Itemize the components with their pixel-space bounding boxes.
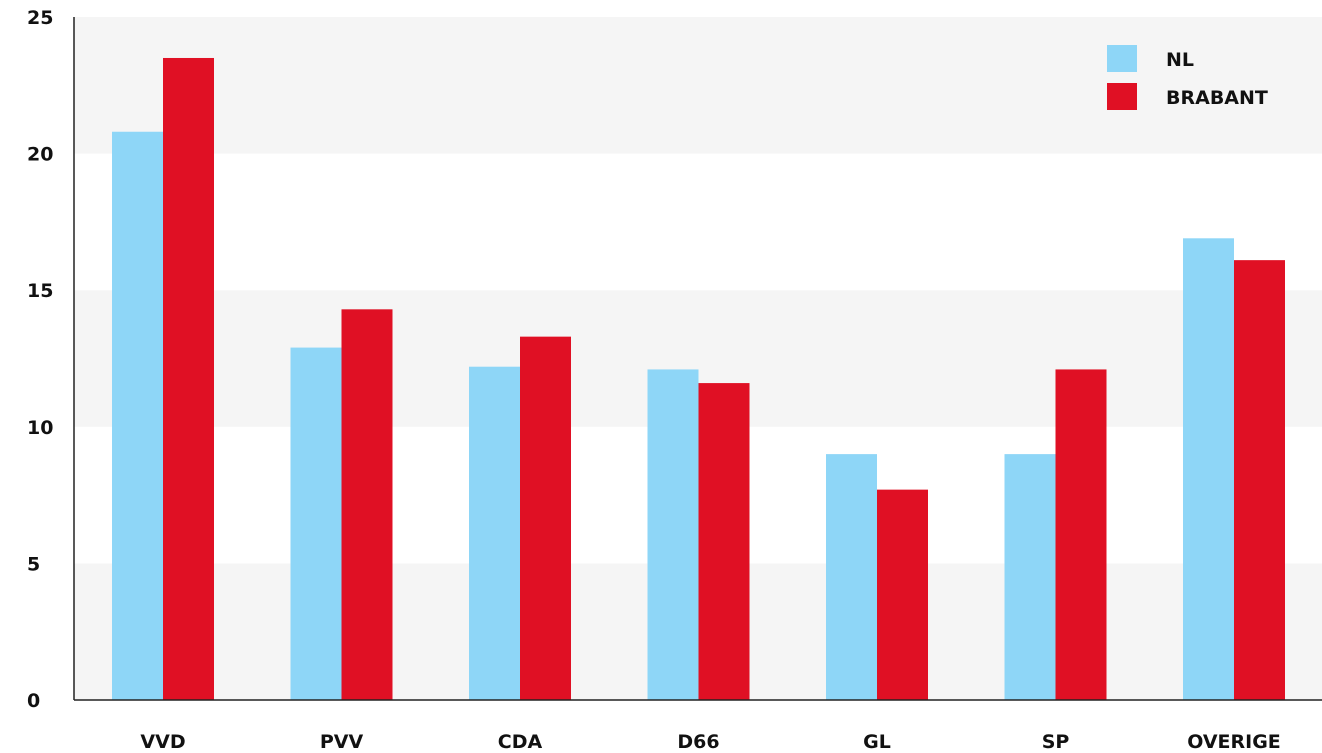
legend-swatch-brabant [1107,83,1137,110]
bars [112,57,1285,701]
bar-nl-pvv [290,347,342,700]
bar-nl-d66 [647,369,699,700]
y-tick-label: 20 [27,144,53,166]
y-tick-label: 10 [27,417,53,439]
bar-brabant-sp [1055,369,1107,700]
x-tick-label: D66 [677,731,719,753]
x-tick-label: PVV [320,731,364,753]
x-tick-label: VVD [140,731,185,753]
x-axis-labels: VVD PVV CDA D66 GL SP OVERIGE [140,731,1280,753]
x-tick-label: OVERIGE [1187,731,1281,753]
grid-band [74,153,1322,291]
bar-brabant-d66 [698,383,750,700]
bar-nl-overige [1183,238,1234,701]
x-tick-label: SP [1042,731,1070,753]
y-tick-label: 0 [27,690,40,712]
legend: NL BRABANT [1107,45,1268,110]
x-tick-label: GL [863,731,891,753]
bar-brabant-cda [520,336,571,700]
y-axis-ticks: 0 5 10 15 20 25 [27,7,53,712]
bar-brabant-pvv [341,309,393,700]
y-tick-label: 15 [27,280,53,302]
bar-nl-gl [826,454,877,700]
bar-brabant-overige [1234,260,1285,700]
bar-brabant-vvd [163,57,214,701]
bar-brabant-gl [877,489,928,700]
x-tick-label: CDA [498,731,543,753]
bar-nl-cda [469,366,520,700]
bar-nl-sp [1004,454,1056,700]
bar-nl-vvd [112,131,163,700]
legend-label-brabant: BRABANT [1166,87,1268,109]
y-tick-label: 25 [27,7,53,29]
legend-label-nl: NL [1166,49,1194,71]
y-tick-label: 5 [27,553,40,575]
legend-swatch-nl [1107,45,1137,72]
